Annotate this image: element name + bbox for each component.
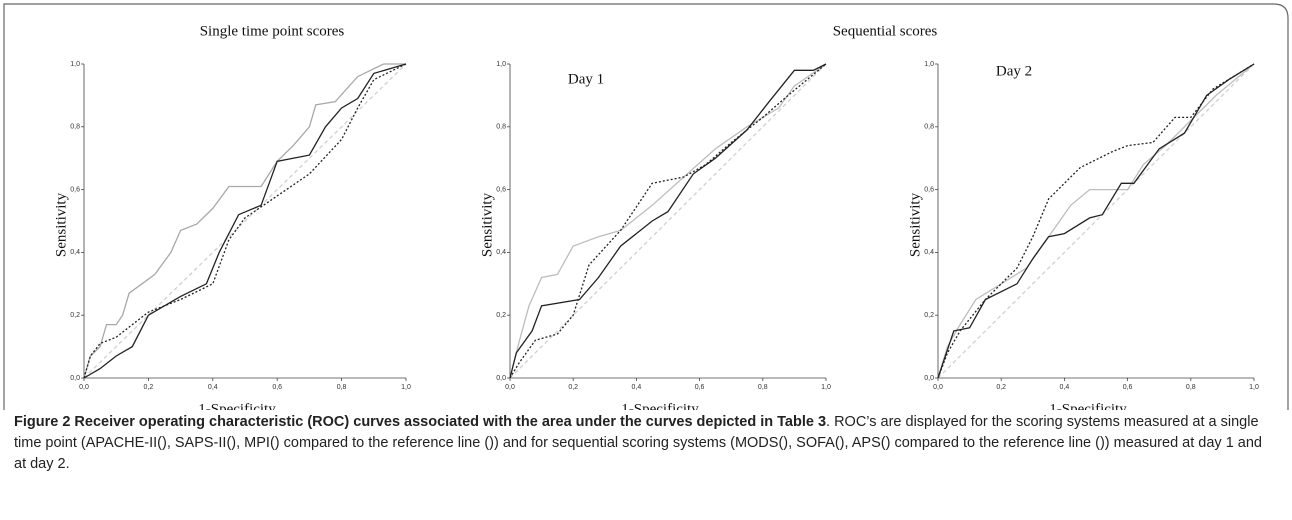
roc-curve [83,63,407,379]
x-tick-label: 1,0 [401,384,411,391]
x-tick-label: 0,4 [632,384,642,391]
figure-border [3,3,1289,410]
roc-curve [83,63,406,379]
chart-title: Day 1 [568,71,604,87]
x-tick-label: 0,2 [568,384,578,391]
x-tick-label: 1,0 [1249,384,1259,391]
y-tick-label: 0,2 [70,312,80,319]
y-tick-label: 0,0 [496,375,506,382]
y-tick-label: 0,6 [924,186,934,193]
chart-title: Day 2 [996,63,1032,79]
y-tick-label: 0,6 [496,186,506,193]
roc-curve [937,63,1255,379]
roc-curve [509,63,827,379]
y-tick-label: 0,0 [70,375,80,382]
x-tick-label: 0,6 [695,384,705,391]
y-tick-label: 0,8 [924,124,934,131]
x-tick-label: 0,8 [337,384,347,391]
y-tick-label: 0,6 [70,186,80,193]
x-tick-label: 0,6 [272,384,282,391]
x-tick-label: 0,0 [505,384,515,391]
x-tick-label: 1,0 [821,384,831,391]
caption-text: . ROC’s are displayed for the scoring sy… [14,414,1262,472]
y-tick-label: 0,8 [70,124,80,131]
roc-curve [937,63,1255,379]
x-tick-label: 0,4 [208,384,218,391]
panel-title: Single time point scores [200,23,345,39]
y-tick-label: 0,4 [70,249,80,256]
y-tick-label: 1,0 [924,61,934,68]
y-tick-label: 0,0 [924,375,934,382]
x-axis-label: 1-Specificity [198,401,276,410]
roc-curve [937,63,1255,379]
x-tick-label: 0,2 [996,384,1006,391]
x-tick-label: 0,4 [1060,384,1070,391]
y-axis-label: Sensitivity [53,192,69,257]
x-tick-label: 0,8 [758,384,768,391]
y-tick-label: 0,2 [496,312,506,319]
roc-curve [83,63,407,379]
roc-curve [509,63,827,379]
y-axis-label: Sensitivity [479,192,495,257]
roc-curve [509,63,827,379]
y-tick-label: 0,2 [924,312,934,319]
y-tick-label: 0,4 [924,249,934,256]
y-tick-label: 0,4 [496,249,506,256]
x-tick-label: 0,0 [933,384,943,391]
roc-curve [83,63,407,379]
y-tick-label: 1,0 [496,61,506,68]
roc-curve [937,63,1255,379]
y-tick-label: 1,0 [70,61,80,68]
figure: Single time point scores Sequential scor… [3,3,1289,410]
x-tick-label: 0,8 [1186,384,1196,391]
y-axis-label: Sensitivity [907,192,923,257]
x-axis-label: 1-Specificity [1049,401,1127,410]
x-tick-label: 0,0 [79,384,89,391]
caption: Figure 2 Receiver operating characterist… [14,412,1278,475]
x-tick-label: 0,6 [1123,384,1133,391]
x-axis-label: 1-Specificity [621,401,699,410]
x-tick-label: 0,2 [144,384,154,391]
y-tick-label: 0,8 [496,124,506,131]
panel-title: Sequential scores [833,23,938,39]
caption-bold: Figure 2 Receiver operating characterist… [14,414,827,430]
